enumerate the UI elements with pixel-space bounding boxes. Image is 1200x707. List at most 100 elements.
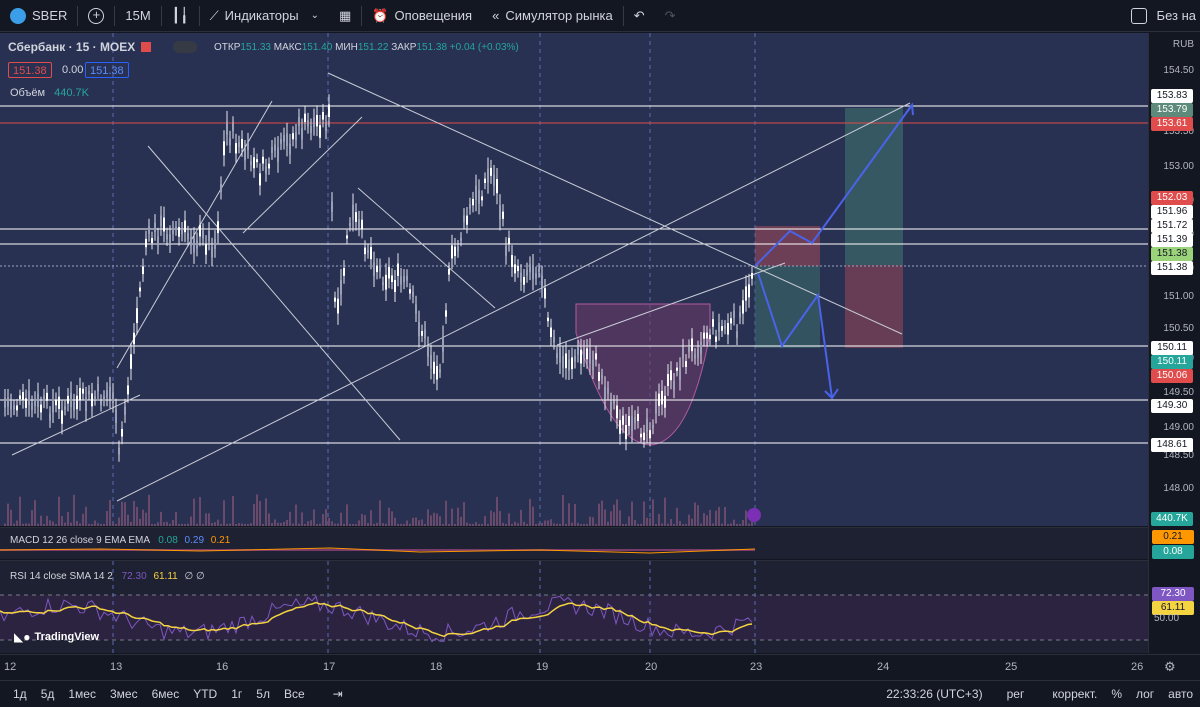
price-scale[interactable]: RUB 154.50153.50153.00152.50152.00151.50…	[1148, 33, 1200, 653]
rsi-value-3: ∅ ∅	[184, 571, 205, 582]
rsi-tag-1: 72.30	[1152, 587, 1194, 601]
undo-button[interactable]: ↶	[624, 0, 655, 32]
price-tag: 152.03	[1151, 191, 1193, 205]
time-scale[interactable]: 12 13 16 17 18 19 20 23 24 25 26 ⚙	[0, 654, 1200, 678]
date-range-icon[interactable]: ⇥	[332, 687, 343, 701]
tradingview-logo[interactable]: ◣● TradingView	[14, 630, 99, 644]
price-tag: 151.72	[1151, 219, 1193, 233]
time-tick: 19	[536, 661, 549, 673]
chevron-down-icon: ⌄	[310, 10, 319, 21]
range-button[interactable]: 1д	[13, 687, 27, 701]
top-toolbar: SBER + 15M ┃╽ ⟋ Индикаторы ⌄ ▦ ⏰ Оповеще…	[0, 0, 1200, 32]
price-tag: 440.7K	[1151, 512, 1193, 526]
grid-icon: ▦	[338, 7, 352, 23]
time-tick: 26	[1131, 661, 1144, 673]
series-legend: Сбербанк · 15 · MOEX	[8, 40, 198, 54]
main-chart-pane[interactable]	[0, 33, 1148, 526]
price-label: 153.00	[1163, 161, 1194, 172]
adjust-toggle[interactable]: коррект.	[1052, 687, 1098, 701]
add-symbol-button[interactable]: +	[78, 0, 114, 32]
event-icon	[747, 508, 761, 522]
indicators-button[interactable]: ⟋ Индикаторы ⌄	[200, 0, 329, 32]
macd-value-2: 0.29	[184, 535, 205, 546]
rsi-tag-2: 61.11	[1152, 601, 1194, 615]
divider	[77, 5, 79, 26]
bottom-toolbar: 1д 5д 1мес 3мес 6мес YTD 1г 5л Все ⇥ 22:33:26 (U…	[0, 680, 1200, 707]
macd-tag-2: 0.08	[1152, 545, 1194, 559]
price-tag: 148.61	[1151, 438, 1193, 452]
settings-gear-icon[interactable]: ⚙	[1164, 659, 1176, 674]
range-button[interactable]: 1г	[231, 687, 243, 701]
price-label: 149.50	[1163, 387, 1194, 398]
price-label: 154.50	[1163, 65, 1194, 76]
symbol-search[interactable]: SBER	[0, 0, 77, 32]
auto-toggle[interactable]: авто	[1168, 687, 1193, 701]
price-label: 148.50	[1163, 450, 1194, 461]
macd-tag-1: 0.21	[1152, 530, 1194, 544]
visibility-toggle[interactable]	[173, 41, 198, 53]
chart-type-button[interactable]: ┃╽	[162, 0, 199, 32]
volume-label: Объём	[10, 87, 46, 99]
price-tag: 151.39	[1151, 233, 1193, 247]
replay-button[interactable]: « Симулятор рынка	[482, 0, 623, 32]
interval-button[interactable]: 15M	[115, 0, 160, 32]
change-value: +0.04 (+0.03%)	[449, 42, 519, 53]
range-button[interactable]: 3мес	[109, 687, 138, 701]
redo-button[interactable]: ↷	[655, 0, 686, 32]
range-button[interactable]: 6мес	[151, 687, 180, 701]
divider	[198, 5, 200, 26]
percent-toggle[interactable]: %	[1111, 687, 1122, 701]
rsi-level-label: 50.00	[1154, 613, 1180, 624]
rsi-value-2: 61.11	[153, 571, 178, 582]
price-tag: 150.06	[1151, 369, 1193, 383]
tradingview-label: TradingView	[34, 631, 100, 643]
symbol-logo-icon	[10, 7, 26, 24]
divider	[361, 5, 363, 26]
low-value: 151.22	[357, 42, 389, 53]
range-button[interactable]: 5л	[256, 687, 270, 701]
indicators-icon: ⟋	[209, 7, 219, 23]
volume-legend: Объём 440.7K	[10, 87, 89, 99]
time-tick: 25	[1005, 661, 1018, 673]
indicators-label: Индикаторы	[224, 8, 299, 23]
time-tick: 24	[877, 661, 890, 673]
macd-value-3: 0.21	[210, 535, 231, 546]
macd-pane[interactable]: MACD 12 26 close 9 EMA EMA 0.08 0.29 0.2…	[0, 527, 1148, 559]
undo-icon: ↶	[633, 7, 645, 23]
macd-legend: MACD 12 26 close 9 EMA EMA 0.08 0.29 0.2…	[10, 535, 230, 546]
save-checkbox[interactable]	[1130, 7, 1147, 24]
divider	[160, 5, 162, 26]
range-button[interactable]: Все	[283, 687, 305, 701]
tradingview-icon: ◣●	[14, 630, 31, 644]
series-title[interactable]: Сбербанк · 15 · MOEX	[8, 40, 136, 54]
range-button[interactable]: 5д	[40, 687, 55, 701]
alerts-button[interactable]: ⏰ Оповещения	[362, 0, 482, 32]
price-tag: 151.96	[1151, 205, 1193, 219]
log-toggle[interactable]: лог	[1135, 687, 1155, 701]
time-tick: 13	[110, 661, 123, 673]
volume-value: 440.7K	[54, 87, 89, 99]
time-tick: 17	[323, 661, 336, 673]
price-tag: 149.30	[1151, 399, 1193, 413]
macd-canvas	[0, 547, 756, 554]
divider	[114, 5, 116, 26]
time-tick: 18	[430, 661, 443, 673]
range-button[interactable]: YTD	[193, 687, 218, 701]
bid-price[interactable]: 151.38	[8, 62, 52, 78]
replay-label: Симулятор рынка	[505, 8, 613, 23]
clock[interactable]: 22:33:26 (UTC+3)	[886, 687, 983, 701]
open-label: ОТКР	[214, 42, 241, 53]
rsi-pane[interactable]: RSI 14 close SMA 14 2 72.30 61.11 ∅ ∅	[0, 560, 1148, 654]
macd-value-1: 0.08	[158, 535, 178, 546]
layouts-button[interactable]: ▦	[329, 0, 361, 32]
rsi-value-1: 72.30	[121, 571, 147, 582]
ask-price[interactable]: 151.38	[85, 62, 129, 78]
range-button[interactable]: 1мес	[68, 687, 96, 701]
price-tag: 151.38	[1151, 261, 1193, 275]
high-value: 151.40	[301, 42, 333, 53]
session-mode[interactable]: рег	[1006, 687, 1025, 701]
close-value: 151.38	[416, 42, 448, 53]
spread-value: 0.00	[62, 64, 84, 76]
price-label: 151.00	[1163, 291, 1194, 302]
time-tick: 12	[4, 661, 17, 673]
